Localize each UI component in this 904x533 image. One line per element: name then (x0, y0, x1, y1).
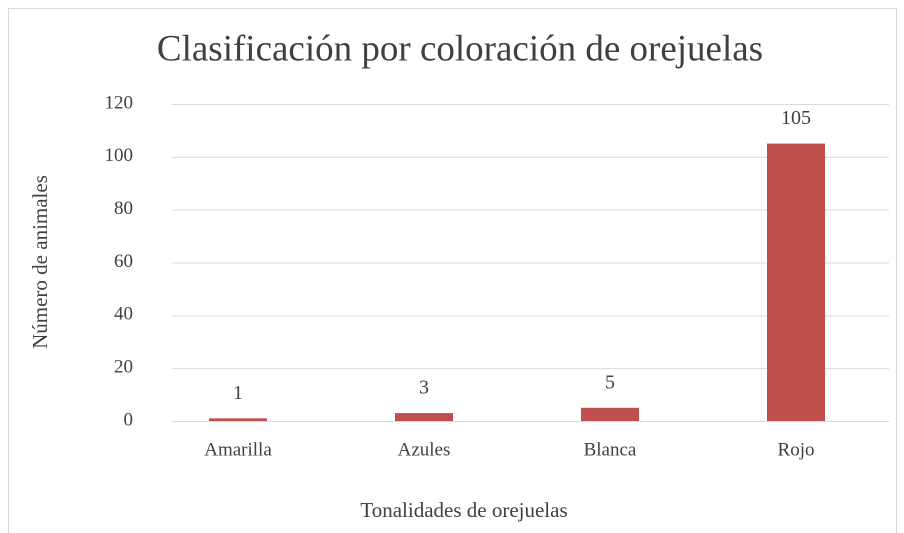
data-label: 105 (781, 107, 811, 129)
bar (395, 413, 453, 421)
bar (209, 418, 267, 421)
y-tick-label: 40 (114, 304, 133, 325)
x-axis-label: Tonalidades de orejuelas (360, 498, 567, 522)
data-label: 1 (233, 382, 243, 404)
y-tick-label: 80 (114, 198, 133, 219)
x-tick-label: Blanca (584, 439, 637, 460)
y-tick-label: 100 (105, 145, 134, 166)
data-label: 3 (419, 377, 429, 399)
chart-frame (8, 8, 897, 533)
bar (767, 143, 825, 421)
bar (581, 407, 639, 421)
y-axis-label: Número de animales (28, 175, 52, 349)
chart-title: Clasificación por coloración de orejuela… (157, 28, 763, 69)
y-tick-label: 0 (124, 409, 134, 430)
x-tick-label: Rojo (778, 439, 815, 460)
y-tick-label: 20 (114, 357, 133, 378)
x-tick-label: Azules (398, 439, 451, 460)
y-tick-label: 120 (105, 92, 134, 113)
data-label: 5 (605, 371, 615, 393)
y-tick-label: 60 (114, 251, 133, 272)
x-tick-label: Amarilla (204, 439, 272, 460)
